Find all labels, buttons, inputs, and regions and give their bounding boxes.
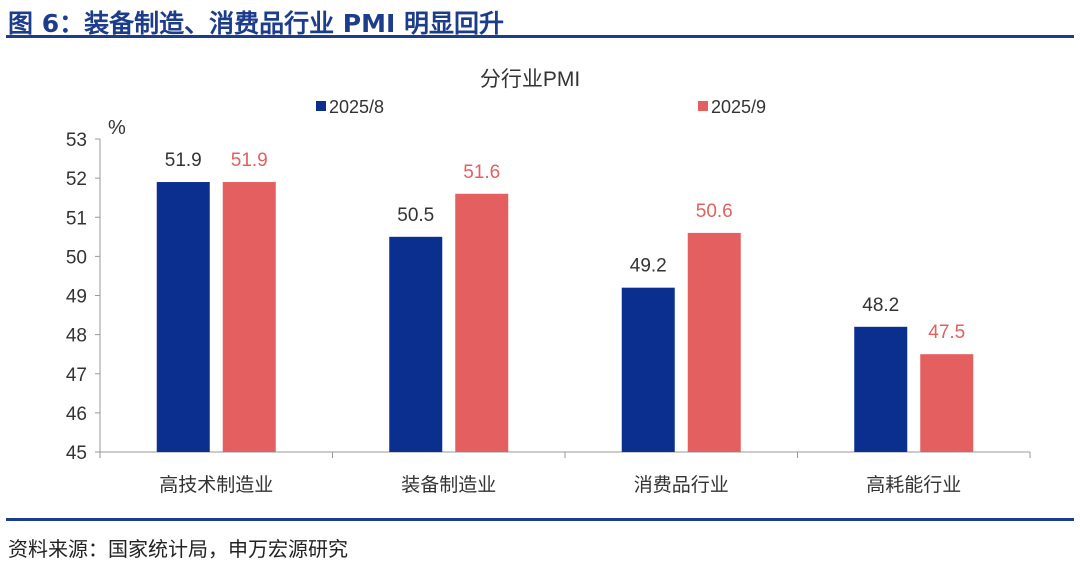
y-tick-label: 48 [66,326,87,347]
footer-rule [6,518,1074,521]
legend-label: 2025/9 [711,97,766,117]
data-label: 48.2 [862,295,899,316]
bar-2025/8 [389,236,443,452]
y-tick-label: 45 [66,443,87,464]
legend-label: 2025/8 [329,97,384,117]
y-axis-unit: % [108,117,126,139]
y-tick-label: 53 [66,130,87,151]
y-tick-label: 49 [66,287,87,308]
data-label: 49.2 [630,256,667,277]
bar-2025/9 [455,193,509,452]
data-label: 51.9 [231,150,268,171]
chart-title: 分行业PMI [480,68,580,91]
title-rule [6,35,1074,38]
data-label: 50.6 [696,201,733,222]
figure-title: 图 6：装备制造、消费品行业 PMI 明显回升 [8,9,505,38]
data-label: 51.9 [165,150,202,171]
source-note: 资料来源：国家统计局，申万宏源研究 [8,537,348,561]
data-label: 51.6 [463,162,500,183]
bar-2025/8 [156,182,210,452]
bar-2025/9 [687,232,741,452]
y-tick-label: 46 [66,404,87,425]
y-tick-label: 52 [66,169,87,190]
bar-2025/9 [920,354,974,452]
y-tick-label: 50 [66,247,87,268]
data-label: 50.5 [397,205,434,226]
data-label: 47.5 [928,322,965,343]
bar-2025/8 [621,287,675,452]
y-tick-label: 47 [66,365,87,386]
legend-swatch [698,101,708,111]
x-tick-label: 高耗能行业 [866,474,961,496]
x-tick-label: 装备制造业 [401,474,496,496]
bar-2025/8 [854,326,908,452]
x-tick-label: 消费品行业 [634,474,729,496]
x-tick-label: 高技术制造业 [159,474,273,496]
legend-swatch [316,101,326,111]
y-tick-label: 51 [66,208,87,229]
bar-2025/9 [222,182,276,452]
